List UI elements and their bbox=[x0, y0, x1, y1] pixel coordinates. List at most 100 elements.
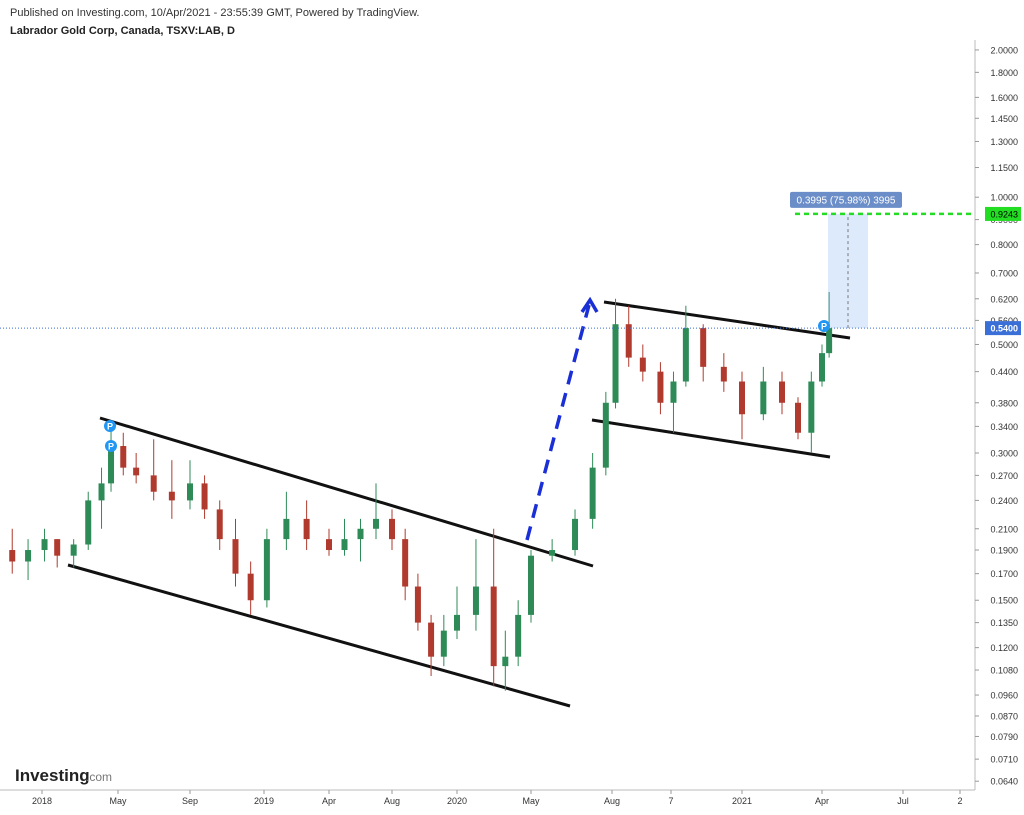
y-tick-label: 0.0710 bbox=[990, 755, 1018, 765]
candle-body bbox=[720, 366, 727, 382]
candle-body bbox=[502, 656, 509, 667]
x-tick-label: Aug bbox=[384, 796, 400, 806]
last-price-tag bbox=[985, 321, 1021, 336]
candle-body bbox=[85, 500, 92, 545]
y-tick-label: 0.5600 bbox=[990, 316, 1018, 326]
candle-body bbox=[454, 614, 460, 631]
y-tick-label: 1.6000 bbox=[990, 93, 1018, 103]
candle-body bbox=[341, 539, 348, 551]
y-tick-label: 0.2400 bbox=[990, 496, 1018, 506]
candle-body bbox=[428, 622, 435, 657]
candle-body bbox=[9, 550, 16, 562]
candle-body bbox=[657, 371, 664, 403]
pivot-marker-label: P bbox=[108, 442, 114, 452]
candle-body bbox=[589, 467, 596, 519]
candle-body bbox=[472, 586, 479, 615]
y-tick-label: 1.8000 bbox=[990, 68, 1018, 78]
candle-body bbox=[440, 630, 447, 657]
y-tick-label: 0.2700 bbox=[990, 471, 1018, 481]
candle-body bbox=[795, 402, 801, 433]
y-tick-label: 0.7000 bbox=[990, 268, 1018, 278]
candle-body bbox=[232, 539, 239, 574]
x-tick-label: Apr bbox=[815, 796, 829, 806]
candle-body bbox=[133, 467, 140, 476]
y-tick-label: 0.6200 bbox=[990, 294, 1018, 304]
x-tick-label: Jul bbox=[897, 796, 909, 806]
candle-body bbox=[263, 539, 270, 601]
x-tick-label: Sep bbox=[182, 796, 198, 806]
candle-body bbox=[70, 544, 77, 556]
measure-label-bg bbox=[790, 191, 902, 208]
candle-body bbox=[108, 446, 115, 484]
candle-body bbox=[247, 573, 254, 601]
arrow-head bbox=[580, 296, 599, 313]
trendline bbox=[67, 563, 571, 708]
candle-body bbox=[779, 381, 785, 403]
y-tick-label: 0.1080 bbox=[990, 666, 1018, 676]
candles bbox=[9, 292, 833, 691]
candle-body bbox=[700, 328, 707, 367]
candle-body bbox=[808, 381, 815, 433]
candle-body bbox=[639, 357, 646, 372]
candle-body bbox=[625, 324, 632, 358]
projection-arrow bbox=[525, 304, 591, 541]
candle-body bbox=[372, 518, 379, 529]
candle-body bbox=[303, 518, 310, 540]
candle-body bbox=[41, 539, 48, 551]
x-tick-label: May bbox=[522, 796, 540, 806]
x-tick-label: 2018 bbox=[32, 796, 52, 806]
y-tick-label: 0.1700 bbox=[990, 569, 1018, 579]
trendlines bbox=[67, 300, 851, 708]
y-tick-label: 0.3800 bbox=[990, 398, 1018, 408]
x-tick-label: Aug bbox=[604, 796, 620, 806]
candle-body bbox=[283, 518, 290, 540]
target-tag bbox=[985, 206, 1021, 221]
x-tick-label: Apr bbox=[322, 796, 336, 806]
logo-suffix: .com bbox=[86, 770, 112, 784]
y-tick-label: 0.5000 bbox=[990, 340, 1018, 350]
trendline bbox=[603, 300, 851, 340]
trendline bbox=[99, 416, 594, 568]
y-tick-label: 0.0790 bbox=[990, 732, 1018, 742]
y-tick-label: 1.1500 bbox=[990, 163, 1018, 173]
y-tick-label: 0.3400 bbox=[990, 422, 1018, 432]
pivot-marker-label: P bbox=[107, 422, 113, 432]
candle-body bbox=[414, 586, 421, 623]
y-tick-label: 2.0000 bbox=[990, 45, 1018, 55]
candle-body bbox=[515, 614, 522, 657]
pivot-marker bbox=[105, 440, 117, 452]
candle-body bbox=[602, 402, 609, 468]
published-note: Published on Investing.com, 10/Apr/2021 … bbox=[10, 7, 419, 19]
candle-body bbox=[528, 555, 534, 615]
candle-body bbox=[201, 483, 208, 510]
y-tick-label: 0.0960 bbox=[990, 691, 1018, 701]
symbol-title: Labrador Gold Corp, Canada, TSXV:LAB, D bbox=[10, 25, 235, 37]
measure-label: 0.3995 (75.98%) 3995 bbox=[797, 195, 896, 206]
candle-body bbox=[120, 446, 127, 468]
y-tick-label: 0.1500 bbox=[990, 596, 1018, 606]
candle-body bbox=[54, 539, 61, 556]
y-tick-label: 0.0870 bbox=[990, 711, 1018, 721]
candle-body bbox=[150, 475, 157, 492]
x-tick-label: 7 bbox=[668, 796, 673, 806]
candle-body bbox=[826, 328, 833, 354]
y-tick-label: 1.0000 bbox=[990, 193, 1018, 203]
candle-body bbox=[326, 539, 332, 551]
y-tick-label: 0.1200 bbox=[990, 643, 1018, 653]
logo: Investing bbox=[15, 766, 90, 785]
x-tick-label: 2020 bbox=[447, 796, 467, 806]
x-tick-label: 2 bbox=[957, 796, 962, 806]
y-tick-label: 0.2100 bbox=[990, 524, 1018, 534]
candle-body bbox=[739, 381, 745, 415]
candle-body bbox=[389, 518, 395, 540]
candle-body bbox=[682, 328, 689, 382]
candle-body bbox=[168, 491, 175, 501]
candle-body bbox=[490, 586, 497, 667]
y-tick-label: 0.1350 bbox=[990, 618, 1018, 628]
candle-body bbox=[187, 483, 193, 501]
target-label: 0.9243 bbox=[990, 209, 1018, 219]
pivot-marker bbox=[104, 420, 116, 432]
trendline bbox=[591, 418, 831, 459]
